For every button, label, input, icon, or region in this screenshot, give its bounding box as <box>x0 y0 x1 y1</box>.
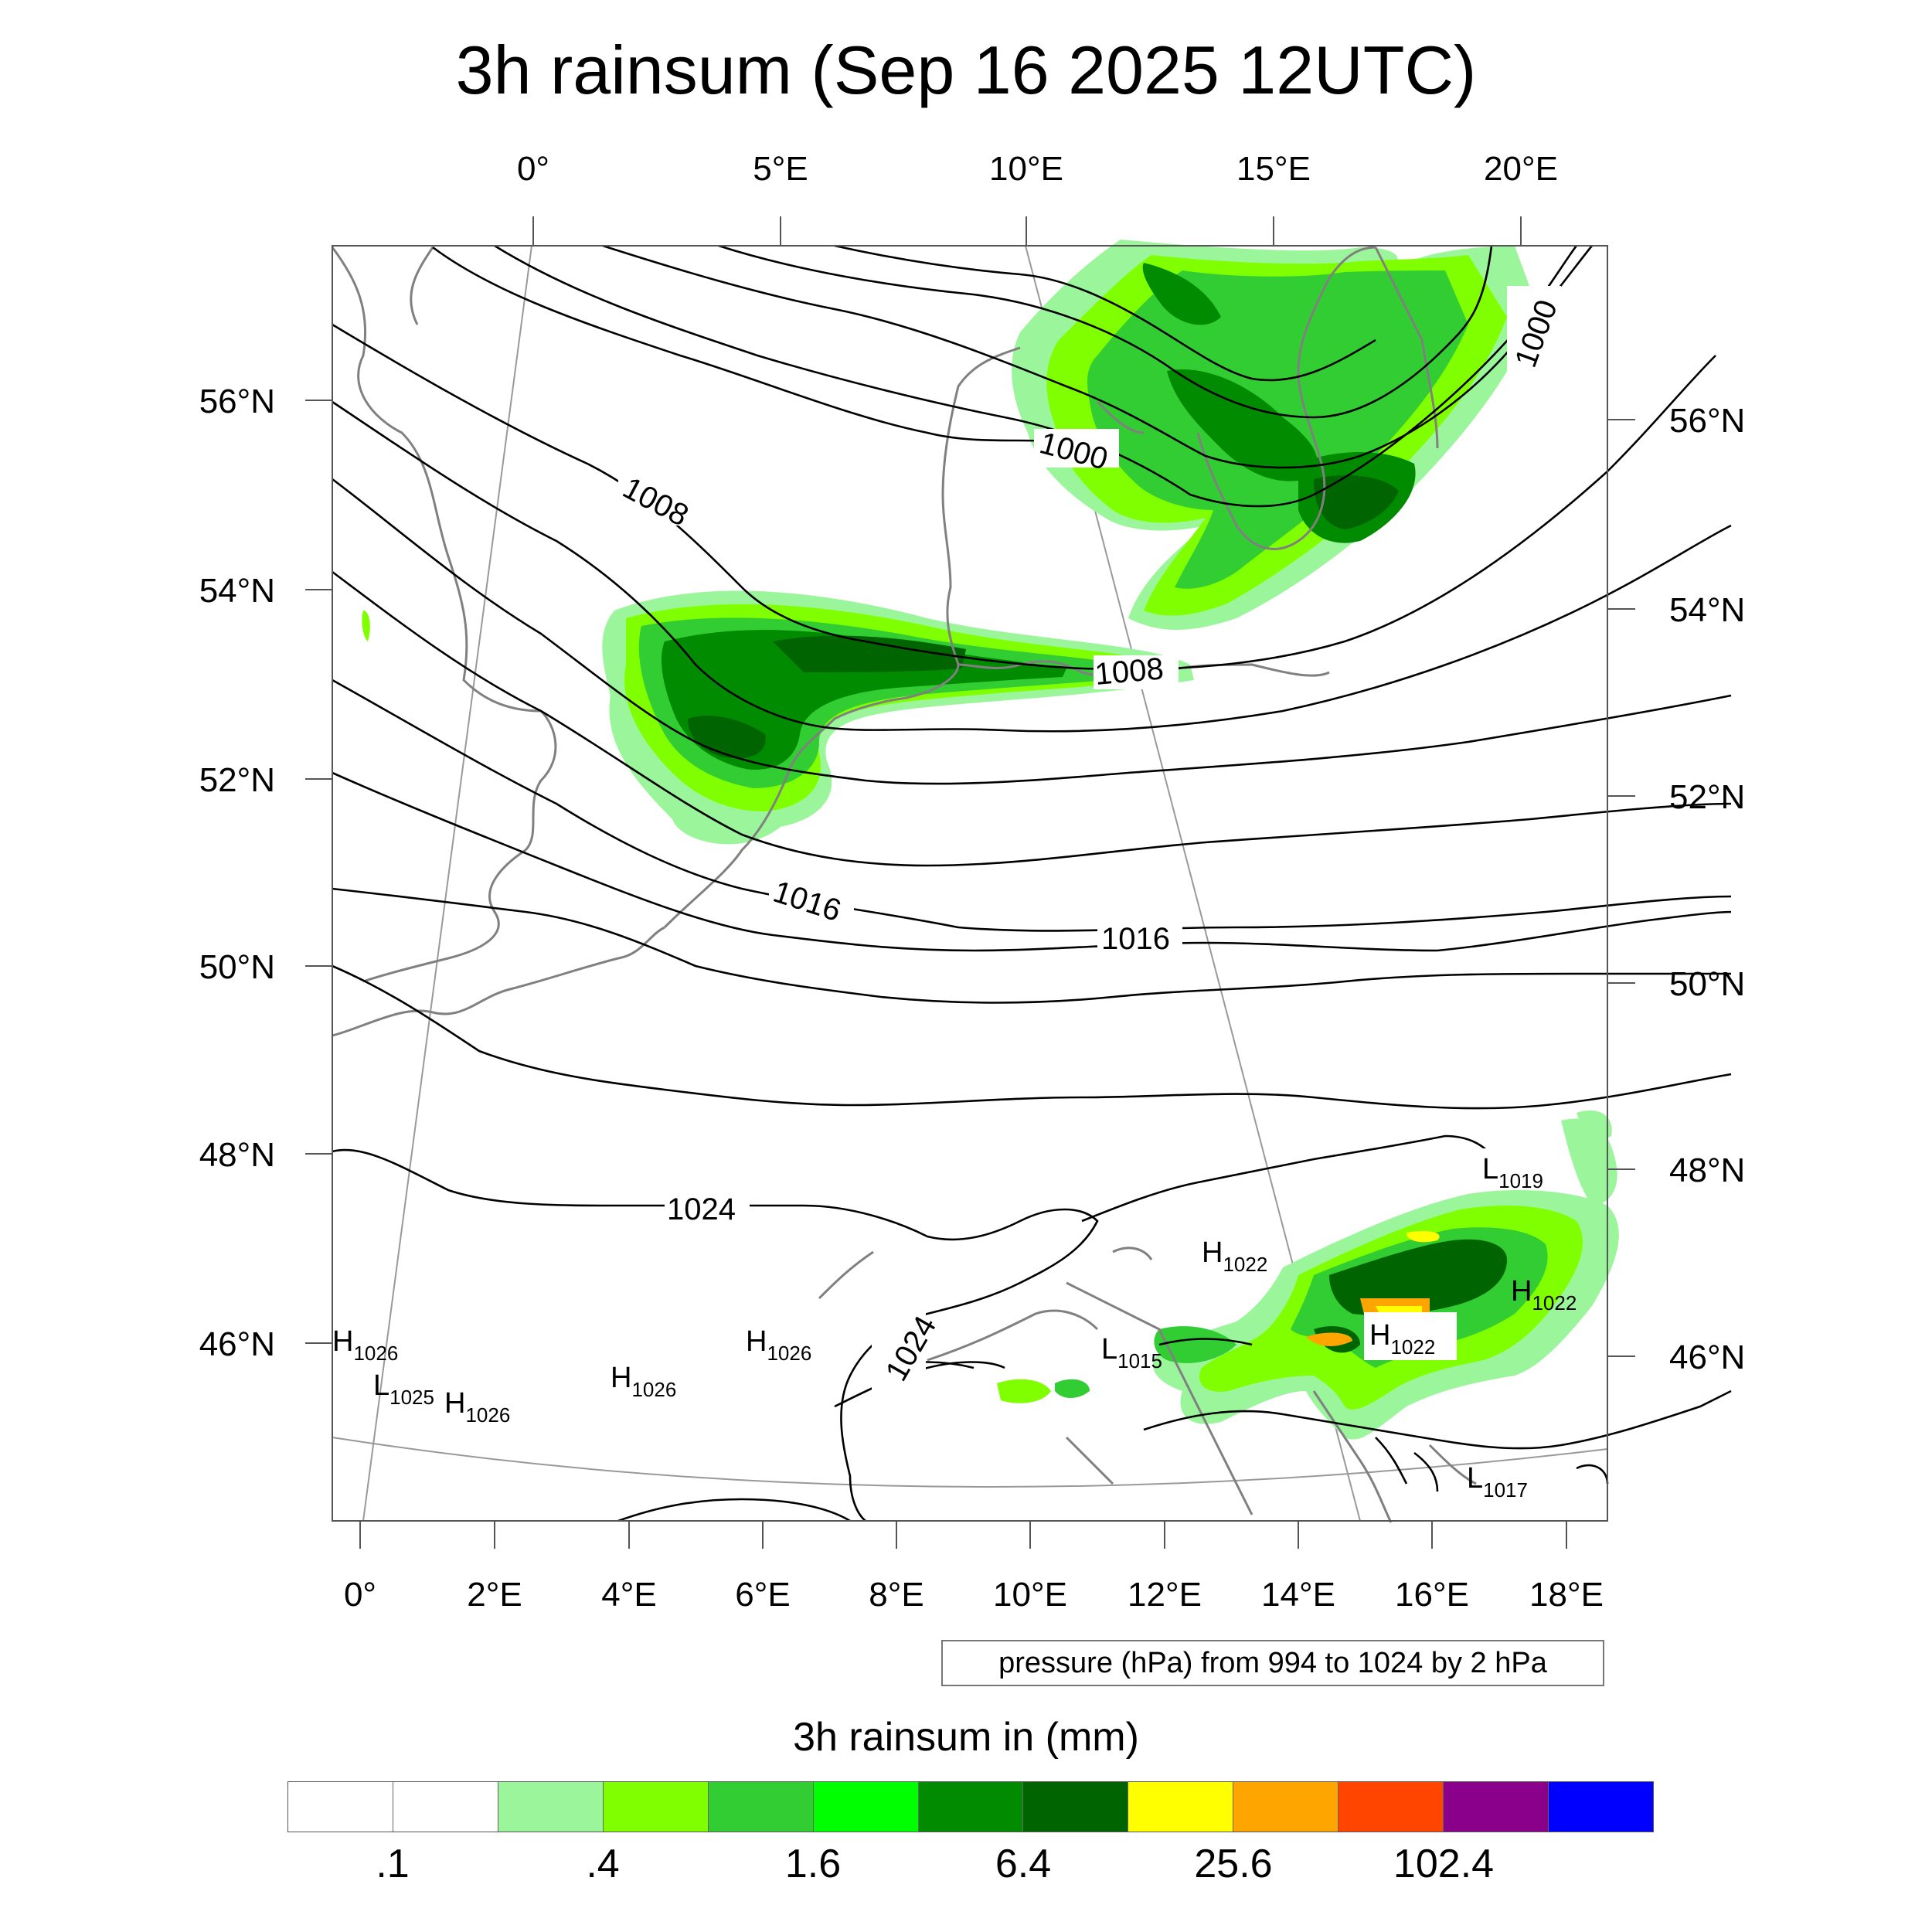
colorbar-tick-label: 25.6 <box>1194 1842 1273 1886</box>
bottom-lon-label: 2°E <box>467 1576 522 1614</box>
left-lat-label: 46°N <box>199 1325 275 1363</box>
bottom-lon-label: 6°E <box>735 1576 790 1614</box>
colorbar-swatch <box>1338 1782 1444 1832</box>
pressure-system-label: L1015 <box>1101 1333 1162 1372</box>
left-lat-label: 52°N <box>199 761 275 799</box>
map-title: 3h rainsum (Sep 16 2025 12UTC) <box>455 32 1477 108</box>
right-lat-label: 46°N <box>1669 1338 1745 1376</box>
colorbar-swatch <box>918 1782 1024 1832</box>
left-lat-label: 50°N <box>199 948 275 986</box>
bottom-lon-label: 4°E <box>601 1576 656 1614</box>
colorbar-tick-label: 6.4 <box>995 1842 1052 1886</box>
right-lat-label: 52°N <box>1669 778 1745 816</box>
map-frame <box>332 245 1608 1522</box>
colorbar-title: 3h rainsum in (mm) <box>793 1715 1139 1760</box>
isobar-label: 1008 <box>1094 651 1165 692</box>
bottom-lon-label: 10°E <box>993 1576 1067 1614</box>
right-lat-label: 50°N <box>1669 965 1745 1003</box>
bottom-lon-label: 0° <box>344 1576 376 1614</box>
colorbar-swatch <box>813 1782 919 1832</box>
pressure-system-label: H1026 <box>746 1325 811 1365</box>
top-lon-label: 5°E <box>753 150 808 188</box>
top-lon-label: 15°E <box>1236 150 1311 188</box>
bottom-lon-label: 18°E <box>1529 1576 1604 1614</box>
colorbar-tick-label: .1 <box>376 1842 410 1886</box>
colorbar-swatch <box>1023 1782 1129 1832</box>
isobar-labels: 1000 1000 1008 1008 1016 1016 1024 1024 <box>617 286 1564 1391</box>
bottom-lon-label: 12°E <box>1128 1576 1202 1614</box>
pressure-system-label: H1026 <box>444 1387 510 1427</box>
top-lon-label: 20°E <box>1484 150 1558 188</box>
colorbar-tick-label: 102.4 <box>1393 1842 1495 1886</box>
colorbar-swatch <box>708 1782 814 1832</box>
isobars <box>332 244 1732 1522</box>
colorbar-swatch <box>603 1782 709 1832</box>
pressure-system-label: H1026 <box>611 1362 676 1401</box>
colorbar-swatch <box>288 1782 393 1832</box>
left-lat-label: 56°N <box>199 383 275 420</box>
pressure-note: pressure (hPa) from 994 to 1024 by 2 hPa <box>941 1640 1604 1686</box>
coastlines <box>331 246 1477 1523</box>
colorbar-swatch <box>1549 1782 1653 1832</box>
pressure-system-label: H1022 <box>1511 1275 1577 1315</box>
tick-marks <box>305 216 1635 1549</box>
pressure-system-label: L1017 <box>1467 1462 1528 1502</box>
pressure-system-label: H1022 <box>1369 1319 1435 1359</box>
pressure-system-label: H1026 <box>332 1325 398 1365</box>
top-lon-label: 0° <box>517 150 549 188</box>
bottom-lon-label: 16°E <box>1395 1576 1469 1614</box>
right-lat-label: 48°N <box>1669 1151 1745 1189</box>
pressure-system-label: L1025 <box>373 1369 434 1409</box>
left-lat-label: 48°N <box>199 1136 275 1174</box>
left-lat-label: 54°N <box>199 572 275 610</box>
pressure-system-label: L1019 <box>1482 1153 1543 1192</box>
isobar-label: 1024 <box>667 1192 736 1226</box>
colorbar-swatch <box>1233 1782 1339 1832</box>
top-lon-label: 10°E <box>989 150 1063 188</box>
colorbar-tick-label: .4 <box>586 1842 620 1886</box>
colorbar-swatch <box>498 1782 604 1832</box>
colorbar-swatch <box>1128 1782 1234 1832</box>
colorbar-swatch <box>1444 1782 1549 1832</box>
pressure-system-labels: L1019 H1022 H1022 H1022 L1015 L1017 H102… <box>332 1148 1577 1502</box>
right-lat-label: 56°N <box>1669 402 1745 440</box>
bottom-lon-label: 14°E <box>1261 1576 1335 1614</box>
colorbar <box>287 1781 1654 1832</box>
bottom-lon-label: 8°E <box>869 1576 923 1614</box>
right-lat-label: 54°N <box>1669 591 1745 629</box>
pressure-system-label: H1022 <box>1202 1236 1267 1276</box>
isobar-label: 1016 <box>1101 922 1170 956</box>
colorbar-tick-label: 1.6 <box>784 1842 842 1886</box>
colorbar-swatch <box>393 1782 498 1832</box>
